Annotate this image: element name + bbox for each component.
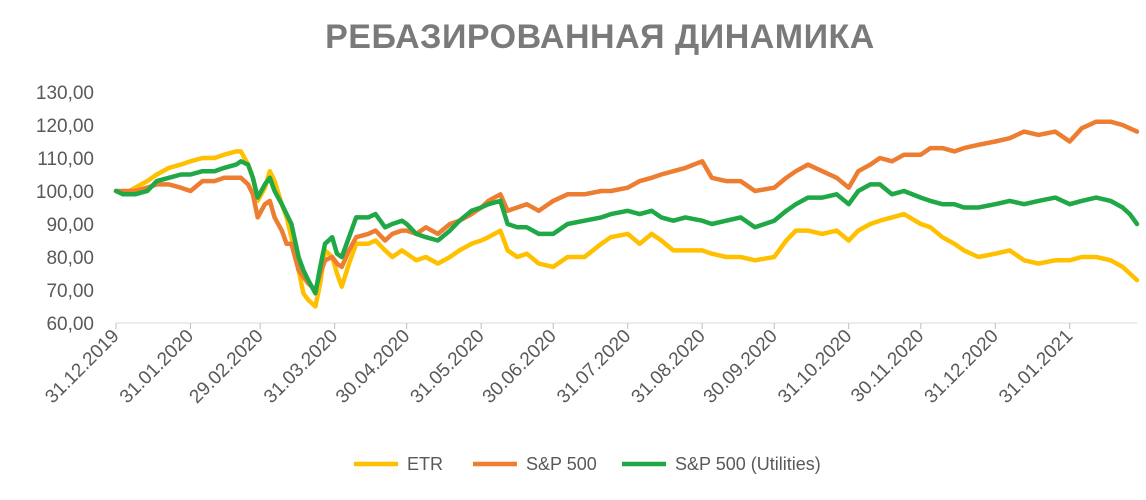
series-lines — [113, 119, 1140, 309]
y-tick-label: 120,00 — [36, 116, 94, 137]
y-tick-label: 100,00 — [36, 182, 94, 203]
x-tick-label: 29.02.2020 — [186, 326, 268, 408]
x-axis: 31.12.201931.01.202029.02.202031.03.2020… — [41, 322, 1137, 408]
series-line-0 — [113, 149, 1140, 309]
x-tick-label: 31.07.2020 — [553, 326, 635, 408]
legend-label: S&P 500 (Utilities) — [675, 454, 821, 474]
y-axis: 60,00 70,00 80,00 90,00 100,00 110,00 120,00 13… — [36, 83, 94, 335]
x-tick-label: 31.10.2020 — [774, 326, 856, 408]
series-line-1 — [113, 119, 1140, 293]
x-tick-label: 31.01.2021 — [995, 326, 1077, 408]
x-tick-label: 31.08.2020 — [628, 326, 710, 408]
x-tick-label: 31.03.2020 — [260, 326, 342, 408]
legend: ETR S&P 500 S&P 500 (Utilities) — [354, 454, 821, 474]
y-tick-label: 80,00 — [46, 248, 94, 269]
y-tick-label: 70,00 — [46, 281, 94, 302]
y-tick-label: 90,00 — [46, 215, 94, 236]
legend-label: ETR — [407, 454, 443, 474]
chart-title: РЕБАЗИРОВАННАЯ ДИНАМИКА — [325, 18, 875, 56]
x-tick-label: 30.11.2020 — [847, 326, 928, 407]
y-tick-label: 130,00 — [36, 83, 94, 104]
y-tick-label: 60,00 — [46, 314, 94, 335]
x-tick-label: 31.12.2020 — [921, 326, 1003, 408]
x-tick-label: 31.01.2020 — [116, 326, 198, 408]
y-tick-label: 110,00 — [37, 149, 94, 170]
legend-label: S&P 500 — [526, 454, 597, 474]
series-line-2 — [113, 159, 1140, 296]
x-tick-label: 31.05.2020 — [407, 326, 489, 408]
x-tick-label: 31.12.2019 — [41, 326, 123, 408]
x-tick-label: 30.09.2020 — [700, 326, 782, 408]
x-tick-label: 30.06.2020 — [479, 326, 561, 408]
x-tick-label: 30.04.2020 — [332, 326, 414, 408]
